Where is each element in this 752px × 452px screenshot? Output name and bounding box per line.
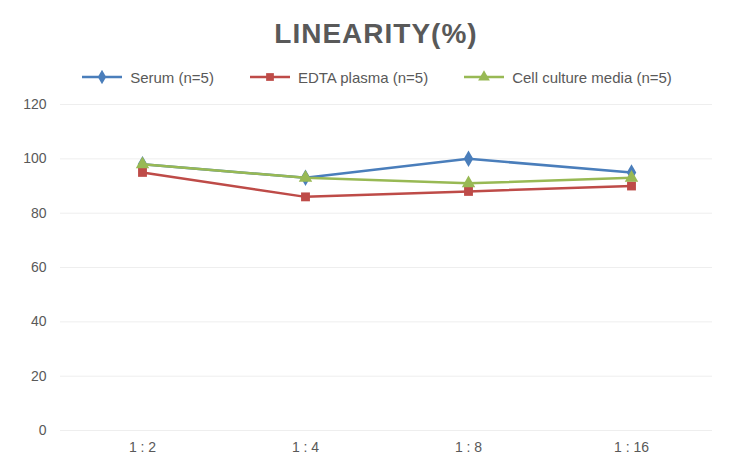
svg-text:1 : 8: 1 : 8 <box>455 439 482 452</box>
html-text:EDTA plasma (n=5): EDTA plasma (n=5) <box>298 68 429 86</box>
svg-text:40: 40 <box>31 313 47 329</box>
svg-text:1 : 2: 1 : 2 <box>129 439 156 452</box>
html-text:Serum (n=5): Serum (n=5) <box>130 68 214 86</box>
svg-text:120: 120 <box>23 96 47 112</box>
svg-text:100: 100 <box>23 150 47 166</box>
svg-text:0: 0 <box>39 422 47 438</box>
html-text:Cell culture media (n=5): Cell culture media (n=5) <box>512 68 672 86</box>
svg-text:80: 80 <box>31 205 47 221</box>
svg-text:1 : 16: 1 : 16 <box>614 439 649 452</box>
html-text:LINEARITY(%): LINEARITY(%) <box>274 18 478 49</box>
svg-text:1 : 4: 1 : 4 <box>292 439 319 452</box>
svg-text:60: 60 <box>31 259 47 275</box>
svg-text:20: 20 <box>31 368 47 384</box>
